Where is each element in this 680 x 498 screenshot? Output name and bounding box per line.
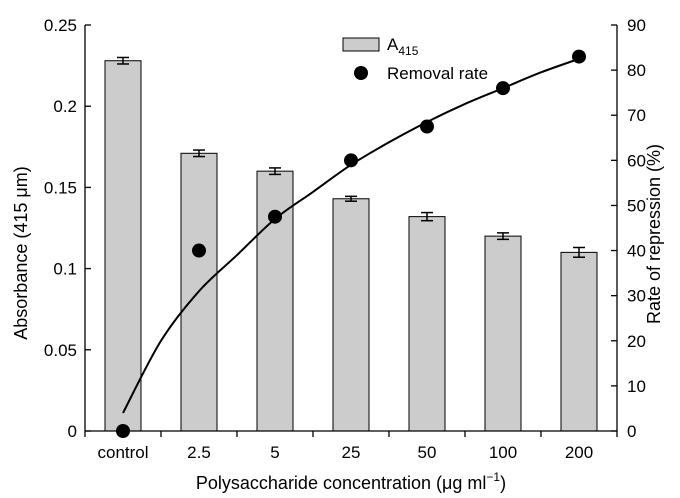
right-tick-label: 30 <box>627 287 646 306</box>
left-tick-label: 0.05 <box>44 341 77 360</box>
legend-point-label: Removal rate <box>387 64 488 83</box>
left-tick-label: 0.2 <box>53 97 77 116</box>
data-point <box>268 209 282 224</box>
right-tick-label: 90 <box>627 16 646 35</box>
x-axis-ticks: control 2.5 5 25 50 100 200 <box>84 431 618 462</box>
bar <box>332 198 370 432</box>
x-tick-label: 5 <box>270 443 279 462</box>
legend: A415 Removal rate <box>342 35 488 83</box>
data-point <box>420 119 434 134</box>
x-tick-label: 2.5 <box>187 443 211 462</box>
left-tick-label: 0.15 <box>44 178 77 197</box>
axes-layer <box>84 25 618 432</box>
legend-bar-label: A415 <box>387 35 419 58</box>
right-tick-label: 60 <box>627 151 646 170</box>
bars-layer <box>104 60 598 432</box>
right-tick-label: 0 <box>627 422 636 441</box>
right-tick-label: 20 <box>627 332 646 351</box>
left-axis-ticks: 0 0.05 0.1 0.15 0.2 0.25 <box>44 16 91 441</box>
left-tick-label: 0.25 <box>44 16 77 35</box>
x-tick-label: control <box>97 443 148 462</box>
bar <box>484 235 522 432</box>
left-tick-label: 0 <box>68 422 77 441</box>
data-point <box>344 153 358 168</box>
data-point <box>192 243 206 258</box>
bar <box>408 216 446 432</box>
data-point <box>496 81 510 96</box>
data-point <box>572 49 586 64</box>
right-axis-ticks: 0 10 20 30 40 50 60 70 80 90 <box>611 16 646 441</box>
left-axis-title: Absorbance (415 μm) <box>11 166 31 339</box>
bar <box>104 60 142 432</box>
x-tick-label: 100 <box>489 443 517 462</box>
right-tick-label: 70 <box>627 106 646 125</box>
x-tick-label: 50 <box>418 443 437 462</box>
bar <box>560 251 598 432</box>
right-tick-label: 40 <box>627 242 646 261</box>
right-tick-label: 80 <box>627 61 646 80</box>
right-tick-label: 50 <box>627 196 646 215</box>
legend-point-marker <box>354 66 368 80</box>
right-tick-label: 10 <box>627 377 646 396</box>
points-layer <box>116 49 586 438</box>
x-tick-label: 200 <box>565 443 593 462</box>
left-tick-label: 0.1 <box>53 260 77 279</box>
legend-bar-swatch <box>342 37 380 52</box>
right-axis-title: Rate of repression (%) <box>644 144 664 324</box>
x-axis-title: Polysaccharide concentration (μg ml−1) <box>196 470 506 493</box>
x-tick-label: 25 <box>342 443 361 462</box>
error-bars-layer <box>117 56 585 258</box>
